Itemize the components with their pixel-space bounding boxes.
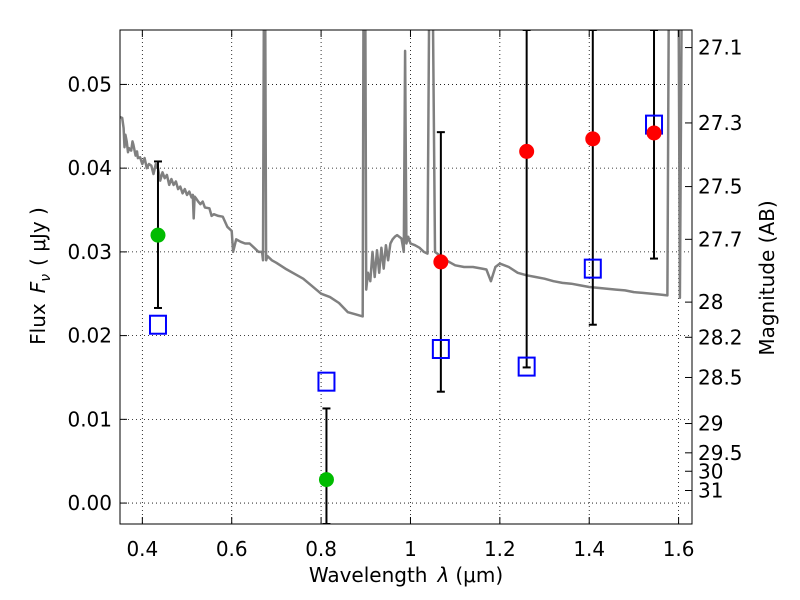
red-point-marker [646,125,662,141]
red-point-marker [585,131,601,147]
plot-frame [119,29,693,525]
green-point-marker [150,227,166,243]
blue-square-marker [583,258,602,279]
error-bar-layer [153,30,659,524]
x-tick-label: 1.6 [663,537,695,561]
blue-square-marker [431,339,450,360]
y-tick-label: 0.02 [67,324,112,348]
x-tick-label: 1.4 [573,537,605,561]
y2-tick-label: 30 [698,459,723,483]
y-tick-label: 0.04 [67,156,112,180]
y2-axis-label: Magnitude (AB) [755,200,779,355]
y2-tick-label: 27.5 [698,175,743,199]
x-axis-label: Wavelength λ (μm) [309,563,503,587]
y2-tick-label: 29.5 [698,441,743,465]
y-tick-label: 0.05 [67,72,112,96]
x-tick-label: 1.2 [484,537,516,561]
grid-lines [120,30,692,524]
y-tick-label: 0.00 [67,491,112,515]
blue-square-marker [317,371,336,392]
y2-tick-label: 27.7 [698,227,743,251]
x-tick-label: 0.8 [305,537,337,561]
x-tick-label: 0.6 [216,537,248,561]
x-tick-label: 0.4 [126,537,158,561]
blue-square-marker [517,356,536,377]
y2-tick-label: 29 [698,412,723,436]
ticks-layer: 0.4 0.6 0.8 1 1.2 1.4 1.6 0.00 0.01 0.02 0.03 0.04 0… [67,30,743,561]
blue-square-marker [148,314,167,335]
y2-tick-label: 28 [698,290,723,314]
plot-area [120,30,683,524]
green-point-marker [318,472,334,488]
x-tick-label: 1 [404,537,417,561]
model-spectrum-layer [120,30,683,318]
y-tick-label: 0.03 [67,240,112,264]
red-point-marker [519,143,535,159]
y2-tick-label: 27.3 [698,111,743,135]
marker-layer [148,114,664,488]
red-point-marker [433,254,449,270]
y2-tick-label: 28.2 [698,325,743,349]
y-tick-label: 0.01 [67,407,112,431]
y2-tick-label: 28.5 [698,365,743,389]
y2-tick-label: 31 [698,479,723,503]
y-axis-label: FluxFν( μJy ) [26,207,54,345]
model-spectrum-line [120,30,683,318]
y2-tick-label: 27.1 [698,36,743,60]
